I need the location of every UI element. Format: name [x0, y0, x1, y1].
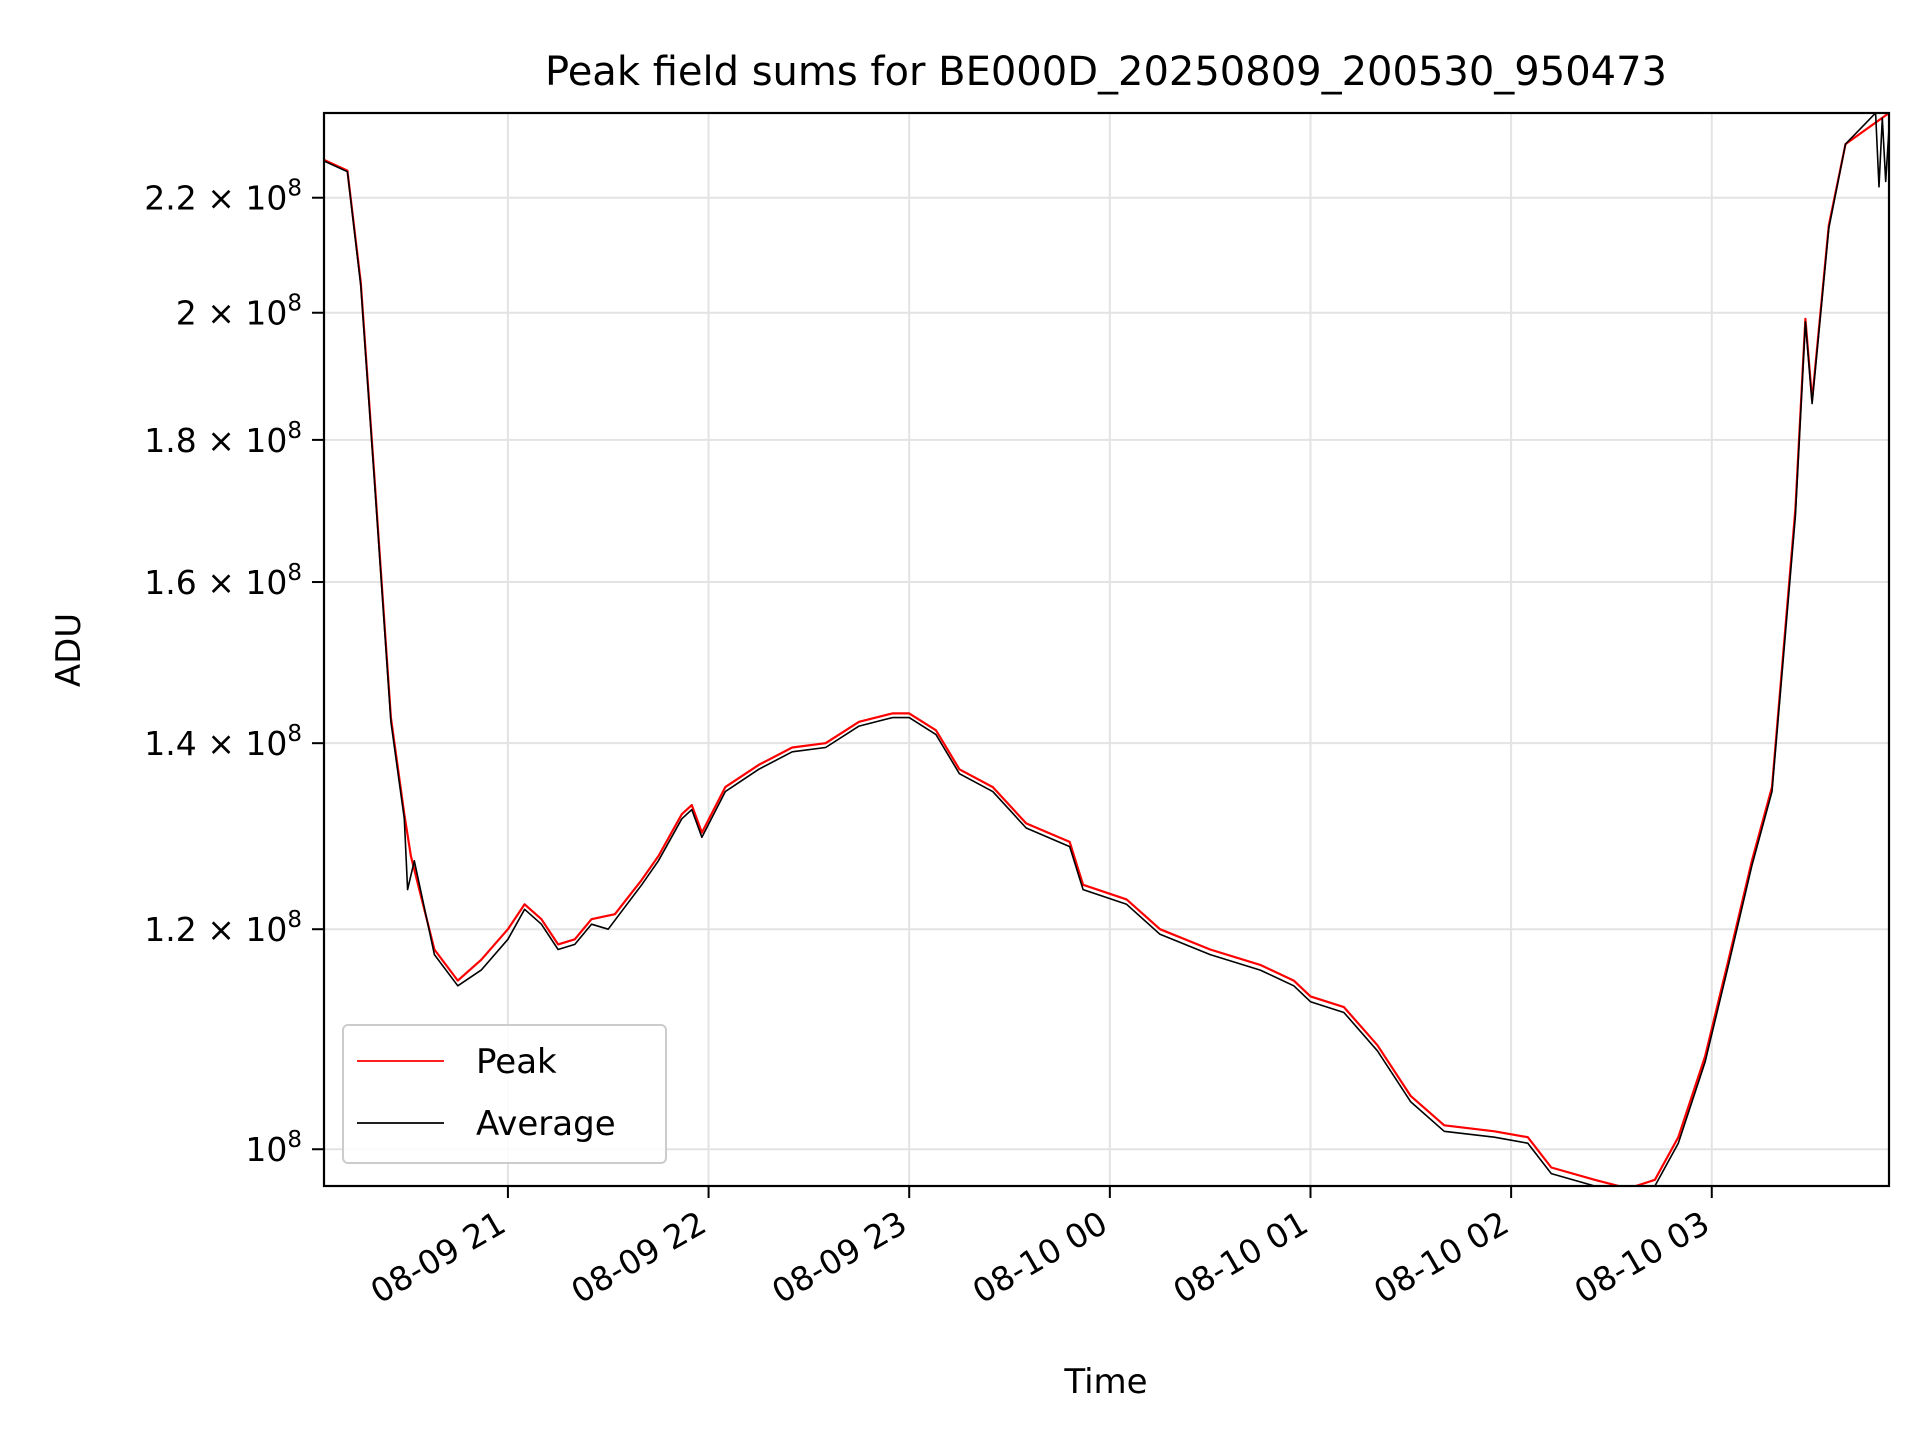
legend-label-average: Average	[476, 1104, 616, 1144]
legend: Peak Average	[342, 1024, 667, 1164]
x-axis-label: Time	[1063, 1362, 1147, 1402]
y-tick-label: 1.6 × 108	[144, 560, 302, 602]
legend-label-peak: Peak	[476, 1042, 557, 1082]
y-axis: 108 1.2 × 108 1.4 × 108 1.6 × 108 1.8 × 108 2…	[144, 176, 324, 1169]
series-line-peak	[324, 113, 1889, 1186]
series-layer	[324, 113, 1889, 1186]
grid	[324, 113, 1889, 1186]
y-tick-label: 2.2 × 108	[144, 176, 302, 218]
series-line-average	[324, 113, 1889, 1186]
y-tick-label: 108	[245, 1127, 302, 1169]
y-tick-label: 1.2 × 108	[144, 907, 302, 949]
legend-box	[342, 1024, 667, 1164]
y-tick-label: 1.4 × 108	[144, 721, 302, 763]
chart-title: Peak field sums for BE000D_20250809_2005…	[545, 49, 1667, 95]
y-tick-label: 1.8 × 108	[144, 418, 302, 460]
y-axis-label: ADU	[49, 613, 89, 687]
plot-frame	[322, 111, 1891, 1188]
y-tick-label: 2 × 108	[176, 291, 302, 333]
